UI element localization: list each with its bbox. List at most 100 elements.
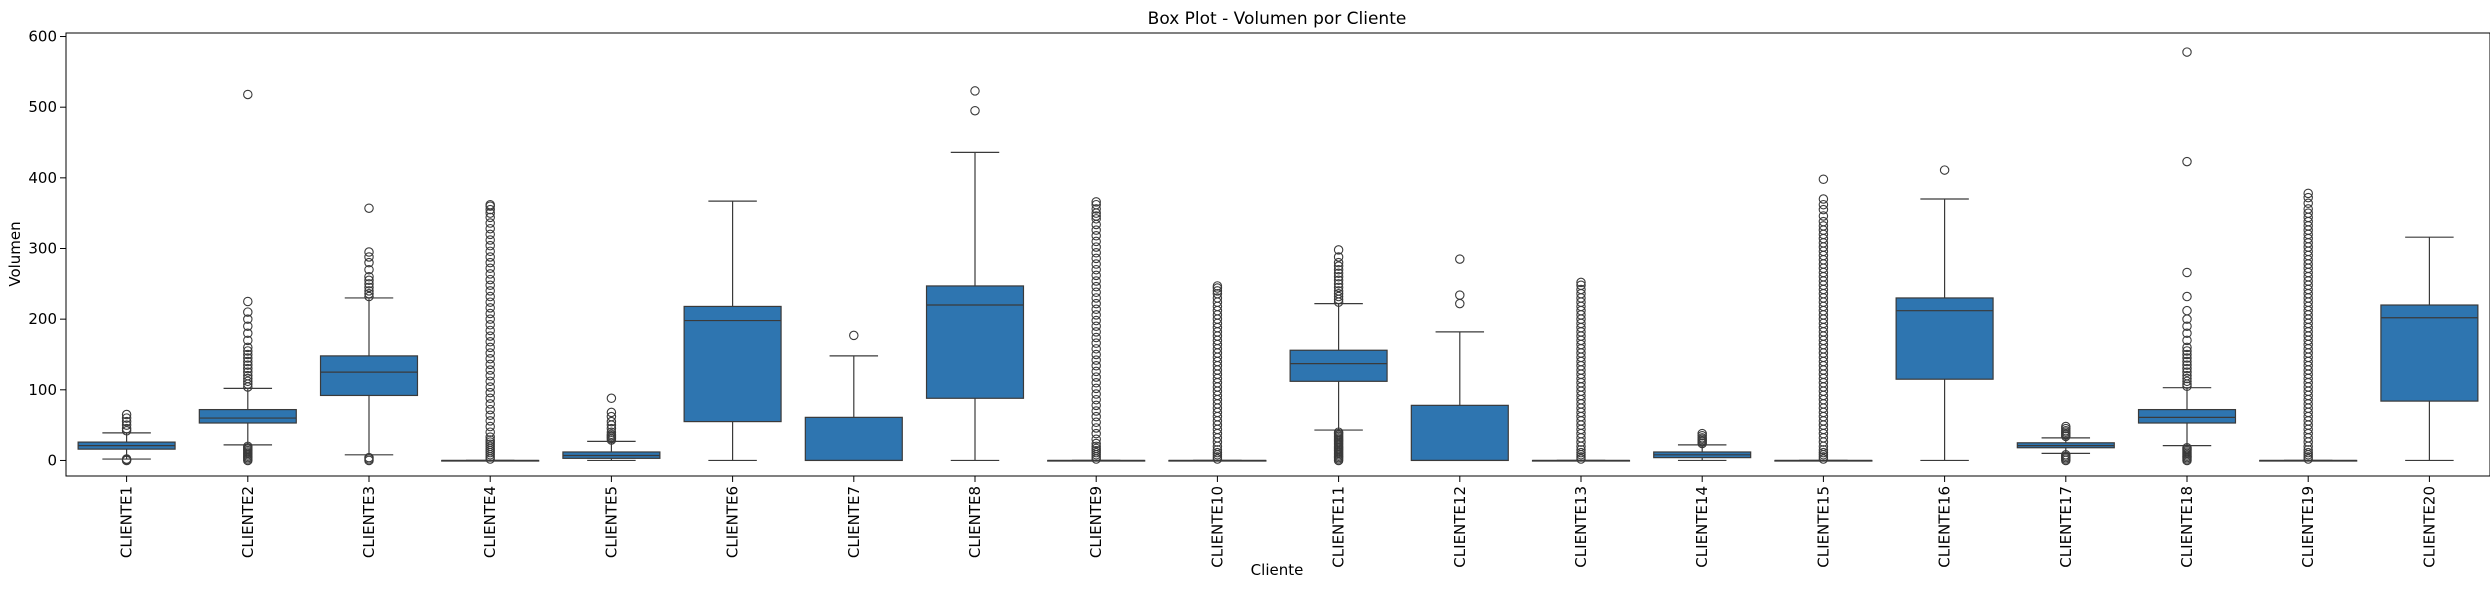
outlier-point xyxy=(1091,327,1101,337)
outlier-point xyxy=(485,353,495,364)
outlier-point xyxy=(243,307,253,317)
outlier-point xyxy=(1091,344,1101,354)
outlier-point xyxy=(485,212,495,223)
outlier-point xyxy=(1091,225,1101,235)
x-tick-label: CLIENTE15 xyxy=(1814,486,1832,568)
outlier-point xyxy=(1818,445,1829,455)
outlier-point xyxy=(1818,447,1829,458)
y-axis-title: Volumen xyxy=(6,221,24,286)
box-group-13 xyxy=(1531,277,1631,464)
outlier-point xyxy=(1091,423,1101,433)
outlier-point xyxy=(1091,287,1101,298)
outlier-point xyxy=(606,407,617,418)
outlier-point xyxy=(364,286,374,296)
box-group-4 xyxy=(441,199,540,464)
outlier-point xyxy=(1091,214,1101,224)
outlier-point xyxy=(1333,427,1344,437)
outlier-point xyxy=(485,320,495,330)
box-iqr xyxy=(2137,408,2237,424)
outlier-point xyxy=(1091,338,1101,348)
outlier-point xyxy=(364,252,374,262)
box-group-11 xyxy=(1289,245,1388,466)
box-iqr xyxy=(683,305,782,423)
outlier-point xyxy=(1091,242,1101,252)
outlier-point xyxy=(1091,417,1101,428)
outlier-point xyxy=(364,272,374,282)
outlier-point xyxy=(485,432,495,442)
outlier-point xyxy=(243,370,253,381)
outlier-point xyxy=(364,203,374,213)
outlier-point xyxy=(485,365,495,375)
outlier-point xyxy=(1091,259,1101,269)
outlier-point xyxy=(2182,370,2192,381)
outlier-point xyxy=(243,376,253,387)
outlier-point xyxy=(1091,332,1101,343)
outlier-point xyxy=(485,348,495,358)
outlier-point xyxy=(1576,447,1586,458)
outlier-point xyxy=(243,321,253,331)
outlier-point xyxy=(364,275,374,286)
box-group-6 xyxy=(683,200,782,462)
outlier-point xyxy=(2182,356,2192,367)
outlier-point xyxy=(243,360,253,370)
outlier-point xyxy=(1818,174,1829,185)
outlier-point xyxy=(2182,267,2192,278)
outlier-point xyxy=(1091,293,1101,303)
x-tick-label: CLIENTE12 xyxy=(1451,486,1469,568)
outlier-point xyxy=(364,291,374,302)
box-group-20 xyxy=(2380,236,2479,462)
outlier-point xyxy=(485,427,495,437)
outlier-point xyxy=(1091,434,1101,445)
outlier-point xyxy=(485,435,495,445)
outlier-point xyxy=(485,204,495,215)
outlier-point xyxy=(243,89,253,100)
box-iqr xyxy=(2380,304,2479,402)
outlier-point xyxy=(1091,411,1101,422)
outlier-point xyxy=(1333,268,1344,278)
y-tick-label: 500 xyxy=(28,98,57,116)
outlier-point xyxy=(1091,394,1101,405)
outlier-point xyxy=(2182,373,2192,384)
outlier-point xyxy=(1091,372,1101,382)
outlier-point xyxy=(2303,188,2313,199)
outlier-point xyxy=(243,335,253,346)
x-tick-label: CLIENTE16 xyxy=(1936,486,1954,568)
y-tick-label: 400 xyxy=(28,169,57,187)
outlier-point xyxy=(485,421,495,432)
outlier-point xyxy=(2182,346,2192,356)
outlier-point xyxy=(2182,335,2192,346)
outlier-point xyxy=(1818,194,1829,204)
outlier-point xyxy=(1818,221,1829,231)
outlier-point xyxy=(1576,280,1586,290)
outlier-point xyxy=(1091,211,1101,221)
outlier-point xyxy=(243,367,253,377)
outlier-point xyxy=(485,416,495,426)
outlier-point xyxy=(1091,428,1101,439)
box-group-15 xyxy=(1774,174,1873,464)
outlier-point xyxy=(121,413,132,423)
outlier-point xyxy=(243,296,253,307)
outlier-point xyxy=(2182,328,2192,339)
outlier-point xyxy=(485,235,495,245)
outlier-point xyxy=(1818,204,1829,215)
x-tick-label: CLIENTE3 xyxy=(360,486,378,558)
outlier-point xyxy=(1091,438,1101,449)
x-tick-label: CLIENTE14 xyxy=(1693,486,1711,568)
outlier-point xyxy=(485,240,495,251)
outlier-point xyxy=(485,410,495,420)
y-tick-label: 200 xyxy=(28,310,57,328)
outlier-point xyxy=(1091,389,1101,399)
outlier-point xyxy=(485,274,495,285)
outlier-point xyxy=(485,263,495,274)
box-group-16 xyxy=(1895,165,1994,462)
outlier-point xyxy=(485,314,495,324)
box-group-3 xyxy=(319,203,419,466)
x-tick-label: CLIENTE5 xyxy=(602,486,620,558)
outlier-point xyxy=(1212,293,1223,303)
outlier-point xyxy=(1818,216,1829,227)
x-tick-label: CLIENTE2 xyxy=(239,486,257,558)
box-iqr xyxy=(198,408,297,424)
plot-area xyxy=(77,47,2479,466)
outlier-point xyxy=(606,393,617,404)
plot-frame xyxy=(65,32,2490,477)
